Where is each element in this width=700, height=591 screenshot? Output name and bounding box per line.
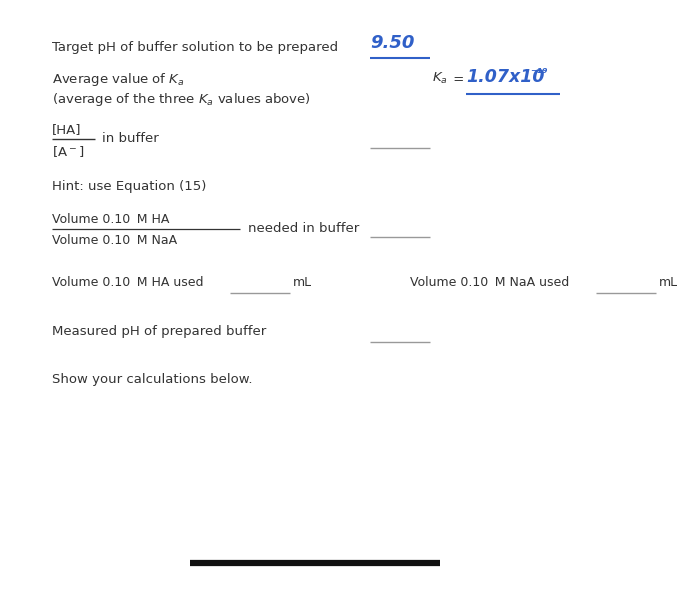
- Text: Volume 0.10  M NaA: Volume 0.10 M NaA: [52, 234, 177, 247]
- Text: Hint: use Equation (15): Hint: use Equation (15): [52, 180, 206, 193]
- Text: $K_a$: $K_a$: [432, 71, 448, 86]
- Text: Volume 0.10  M HA used: Volume 0.10 M HA used: [52, 276, 207, 289]
- Text: =: =: [449, 73, 468, 86]
- Text: Show your calculations below.: Show your calculations below.: [52, 373, 253, 386]
- Text: Average value of $K_a$: Average value of $K_a$: [52, 71, 185, 88]
- Text: in buffer: in buffer: [102, 132, 159, 145]
- Text: Target pH of buffer solution to be prepared: Target pH of buffer solution to be prepa…: [52, 41, 338, 54]
- Text: [A$^-$]: [A$^-$]: [52, 144, 84, 159]
- Text: needed in buffer: needed in buffer: [248, 222, 359, 235]
- Text: 1.07x10: 1.07x10: [466, 68, 545, 86]
- Text: mL: mL: [659, 276, 678, 289]
- Text: Volume 0.10  M NaA used: Volume 0.10 M NaA used: [410, 276, 573, 289]
- Text: Volume 0.10  M HA: Volume 0.10 M HA: [52, 213, 169, 226]
- Text: [HA]: [HA]: [52, 123, 81, 136]
- Text: 9.50: 9.50: [370, 34, 414, 52]
- Text: ⁻¹⁹: ⁻¹⁹: [530, 67, 547, 80]
- Text: (average of the three $K_a$ values above): (average of the three $K_a$ values above…: [52, 91, 311, 108]
- Text: mL: mL: [293, 276, 312, 289]
- Text: Measured pH of prepared buffer: Measured pH of prepared buffer: [52, 325, 266, 338]
